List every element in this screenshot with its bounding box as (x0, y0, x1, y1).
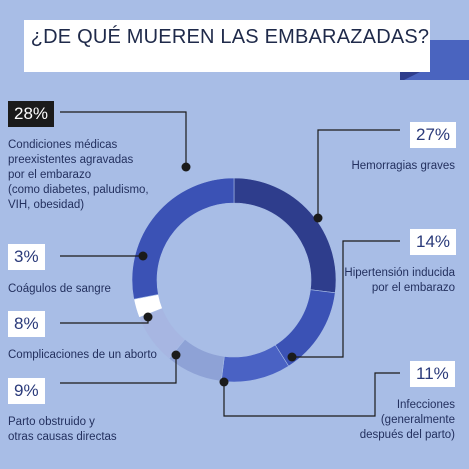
slice-condiciones (131, 177, 235, 300)
callout-line-hipertension (292, 240, 400, 358)
label-parto-line: Parto obstruido y (8, 416, 95, 428)
callout-dot-infecciones (219, 377, 229, 387)
label-hipertension-line: por el embarazo (371, 282, 455, 294)
pct-hemorragias: 27% (410, 122, 457, 148)
chart-title: ¿DE QUÉ MUEREN LAS EMBARAZADAS? (30, 26, 430, 48)
label-condiciones-line: (como diabetes, paludismo, (8, 184, 149, 196)
label-hipertension-line: Hipertensión inducida (344, 267, 455, 279)
callout-dot-aborto (143, 312, 153, 322)
callout-line-condiciones (60, 111, 187, 167)
label-condiciones-line: preexistentes agravadas (8, 154, 134, 166)
title-banner (24, 20, 469, 80)
callout-dot-hipertension (287, 352, 297, 362)
label-hemorragias-line: Hemorragias graves (351, 160, 455, 172)
label-coagulos-line: Coágulos de sangre (8, 283, 111, 295)
callout-dot-coagulos (138, 251, 148, 261)
label-infecciones-line: (generalmente (380, 414, 455, 426)
label-infecciones: Infecciones (generalmente después del pa… (360, 398, 455, 443)
callout-line-infecciones (223, 372, 400, 417)
pct-hipertension: 14% (410, 229, 457, 255)
pct-condiciones: 28% (8, 101, 55, 127)
callout-dot-condiciones (181, 162, 191, 172)
label-condiciones-line: VIH, obesidad) (8, 199, 85, 211)
callout-line-parto (60, 355, 177, 384)
callout-line-aborto (60, 317, 149, 324)
label-infecciones-line: después del parto) (359, 429, 455, 441)
callout-dot-hemorragias (313, 213, 323, 223)
slice-hipertension (274, 289, 336, 367)
slice-infecciones (220, 344, 290, 383)
slice-hemorragias (233, 177, 337, 294)
pct-aborto: 8% (8, 311, 45, 337)
label-condiciones-line: Condiciones médicas (8, 139, 118, 151)
label-hipertension: Hipertensión inducida por el embarazo (344, 266, 455, 296)
banner-body (24, 20, 430, 72)
label-parto: Parto obstruido y otras causas directas (8, 415, 117, 445)
callout-dot-parto (171, 350, 181, 360)
label-parto-line: otras causas directas (8, 431, 117, 443)
label-condiciones: Condiciones médicas preexistentes agrava… (8, 138, 149, 213)
label-hemorragias: Hemorragias graves (351, 159, 455, 174)
label-infecciones-line: Infecciones (396, 399, 455, 411)
callout-line-hemorragias (317, 129, 400, 218)
pct-coagulos: 3% (8, 244, 45, 270)
banner-fold (400, 72, 420, 80)
pct-parto: 9% (8, 378, 45, 404)
pct-infecciones: 11% (410, 361, 455, 387)
label-aborto-line: Complicaciones de un aborto (8, 349, 157, 361)
label-coagulos: Coágulos de sangre (8, 282, 111, 297)
label-aborto: Complicaciones de un aborto (8, 348, 157, 363)
label-condiciones-line: por el embarazo (8, 169, 92, 181)
